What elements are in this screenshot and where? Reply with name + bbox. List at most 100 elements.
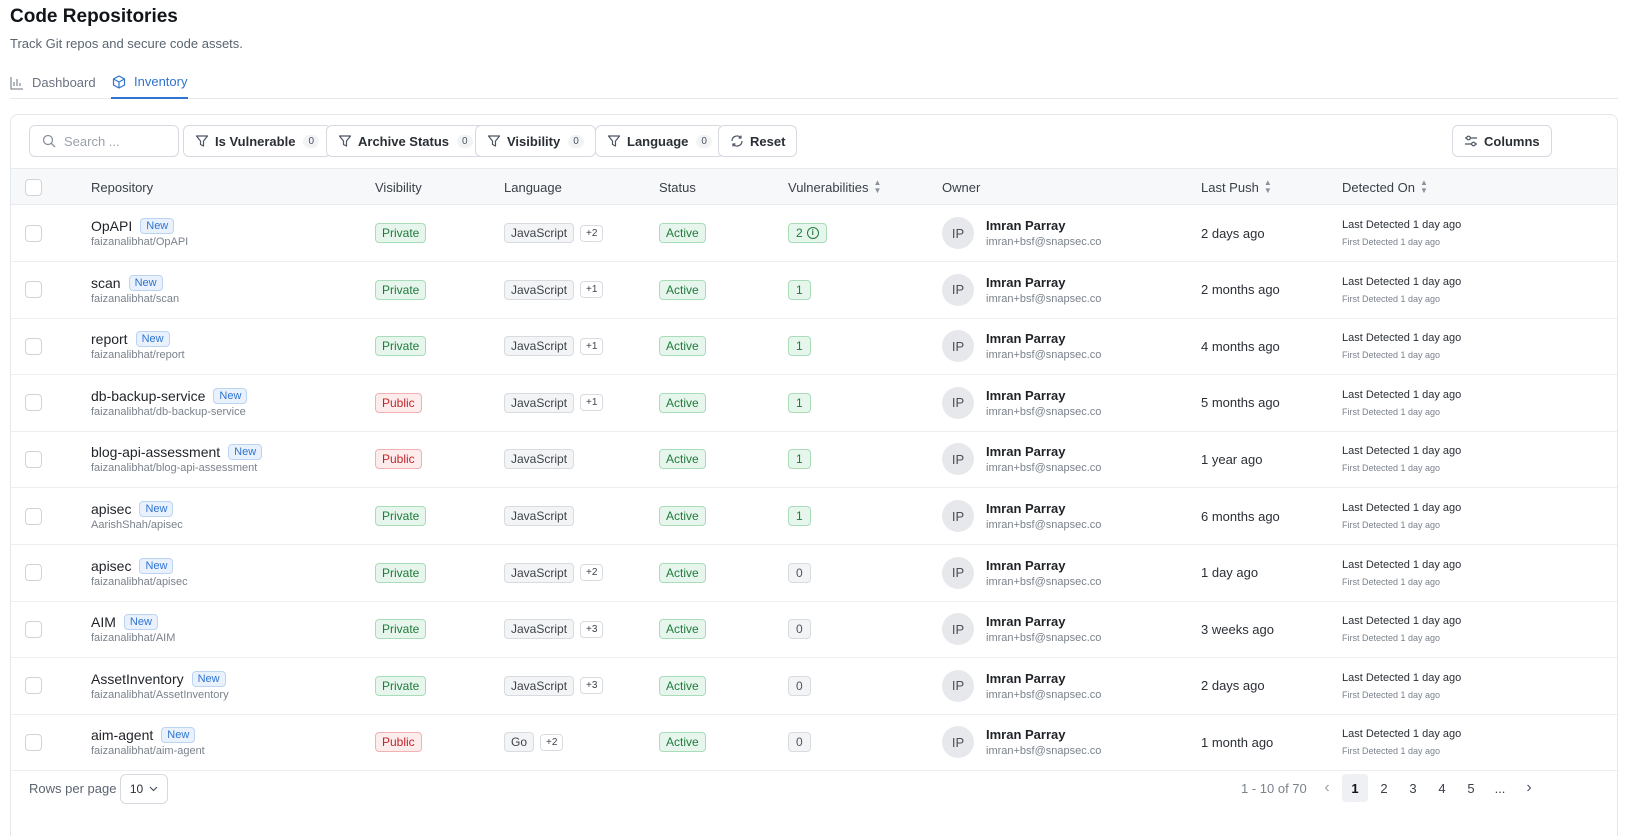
first-detected: First Detected 1 day ago [1342, 406, 1441, 417]
avatar: IP [942, 669, 974, 702]
visibility-cell: Private [375, 488, 427, 544]
table-row[interactable]: report New faizanalibhat/report Private Java… [11, 318, 1617, 376]
header-detected-on[interactable]: Detected On ▲ ▼ [1342, 169, 1428, 205]
language-more-tag[interactable]: +2 [580, 224, 604, 242]
language-more-tag[interactable]: +1 [580, 281, 604, 299]
page-ellipsis-text: ... [1494, 780, 1506, 796]
row-checkbox-cell [25, 488, 42, 544]
next-page-button[interactable]: › [1518, 774, 1540, 802]
row-checkbox[interactable] [25, 620, 42, 638]
repo-name[interactable]: scan [91, 274, 121, 291]
language-more-tag[interactable]: +2 [580, 564, 604, 582]
last-push-cell: 4 months ago [1201, 318, 1280, 374]
vulnerability-count-badge[interactable]: 1 [788, 392, 811, 413]
visibility-badge: Public [375, 392, 422, 413]
vulnerability-count-badge[interactable]: 1 [788, 506, 811, 526]
language-more-tag[interactable]: +2 [540, 733, 564, 751]
vulnerability-count-badge[interactable]: 0 [788, 732, 811, 753]
detected-on-cell: Last Detected 1 day ago First Detected 1 … [1342, 488, 1461, 544]
row-checkbox[interactable] [25, 733, 42, 751]
first-detected: First Detected 1 day ago [1342, 520, 1441, 530]
repo-name[interactable]: report [91, 331, 128, 348]
detected-on-cell: Last Detected 1 day ago First Detected 1 … [1342, 375, 1461, 431]
language-tag: JavaScript [504, 223, 575, 243]
table-row[interactable]: AIM New faizanalibhat/AIM Private JavaScript… [11, 601, 1617, 659]
tab-inventory[interactable]: Inventory [111, 66, 189, 99]
table-row[interactable]: apisec New AarishShah/apisec Private JavaScr… [11, 488, 1617, 545]
filter-language-button[interactable]: Language 0 [595, 125, 724, 157]
search-input[interactable] [64, 133, 164, 149]
row-checkbox[interactable] [25, 337, 42, 355]
repo-name[interactable]: apisec [91, 501, 132, 517]
table-row[interactable]: AssetInventory New faizanalibhat/AssetInve… [11, 658, 1617, 715]
row-checkbox[interactable] [25, 450, 42, 468]
owner-email: imran+bsf@snapsec.co [986, 405, 1102, 418]
vulnerability-count-badge[interactable]: 1 [788, 449, 811, 470]
row-checkbox[interactable] [25, 281, 42, 299]
table-row[interactable]: aim-agent New faizanalibhat/aim-agent Publi… [11, 714, 1617, 772]
select-all-checkbox-cell [25, 169, 42, 205]
filter-visibility-button[interactable]: Visibility 0 [475, 125, 596, 157]
row-checkbox[interactable] [25, 394, 42, 412]
reset-button[interactable]: Reset [718, 125, 798, 157]
row-checkbox-cell [25, 318, 42, 374]
row-checkbox[interactable] [25, 507, 42, 525]
prev-page-button[interactable]: ‹ [1317, 774, 1337, 802]
search-box[interactable] [29, 125, 179, 157]
header-last-push[interactable]: Last Push ▲ ▼ [1201, 169, 1272, 205]
language-more-tag[interactable]: +1 [580, 394, 604, 412]
status-cell: Active [659, 714, 706, 770]
table-row[interactable]: scan New faizanalibhat/scan Private JavaScri… [11, 262, 1617, 319]
page-button-4[interactable]: 4 [1429, 774, 1455, 802]
sort-icon: ▲ ▼ [1263, 178, 1272, 195]
vulnerability-count: 1 [796, 282, 803, 297]
vulnerability-count-badge[interactable]: 0 [788, 675, 811, 696]
last-detected: Last Detected 1 day ago [1342, 558, 1462, 571]
vulnerability-count-badge[interactable]: 1 [788, 336, 811, 357]
columns-button[interactable]: Columns [1452, 125, 1552, 157]
page-button-2[interactable]: 2 [1371, 774, 1397, 802]
filter-is-vulnerable-button[interactable]: Is Vulnerable 0 [183, 125, 331, 157]
status-cell: Active [659, 488, 706, 544]
last-push-cell: 5 months ago [1201, 375, 1280, 431]
last-push-cell: 2 months ago [1201, 262, 1280, 318]
repo-name[interactable]: db-backup-service [91, 387, 206, 404]
page-button-5[interactable]: 5 [1458, 774, 1484, 802]
table-row[interactable]: apisec New faizanalibhat/apisec Private Java… [11, 545, 1617, 602]
repo-name[interactable]: AssetInventory [91, 670, 184, 687]
page-button-1[interactable]: 1 [1342, 774, 1368, 802]
table-row[interactable]: blog-api-assessment New faizanalibhat/blog… [11, 431, 1617, 489]
select-all-checkbox[interactable] [25, 178, 42, 196]
table-row[interactable]: OpAPI New faizanalibhat/OpAPI Private JavaSc… [11, 205, 1617, 262]
header-vulnerabilities[interactable]: Vulnerabilities ▲ ▼ [788, 169, 881, 205]
vulnerability-count-badge[interactable]: 1 [788, 279, 811, 300]
language-more-tag[interactable]: +1 [580, 337, 604, 355]
repo-name[interactable]: AIM [91, 614, 116, 631]
tab-dashboard[interactable]: Dashboard [10, 66, 96, 99]
filter-archive-status-button[interactable]: Archive Status 0 [326, 125, 485, 157]
new-badge: New [213, 387, 248, 404]
vulnerability-count-badge[interactable]: 0 [788, 562, 811, 583]
detected-on-cell: Last Detected 1 day ago First Detected 1 … [1342, 545, 1461, 601]
repo-name[interactable]: aim-agent [91, 727, 154, 744]
row-checkbox[interactable] [25, 224, 42, 242]
language-cell: JavaScript [504, 488, 575, 544]
repo-path: AarishShah/apisec [91, 519, 183, 531]
repo-name[interactable]: blog-api-assessment [91, 444, 221, 461]
owner-email: imran+bsf@snapsec.co [986, 519, 1102, 531]
vulnerability-count-badge[interactable]: 0 [788, 619, 811, 640]
repo-name[interactable]: OpAPI [91, 218, 133, 234]
language-more-tag[interactable]: +3 [580, 677, 604, 695]
vulnerabilities-cell: 1 [788, 318, 811, 374]
visibility-badge: Private [375, 675, 427, 696]
repo-name[interactable]: apisec [91, 557, 132, 574]
table-row[interactable]: db-backup-service New faizanalibhat/db-bac… [11, 375, 1617, 432]
rows-per-page-select[interactable]: 10 [120, 774, 168, 804]
row-checkbox[interactable] [25, 564, 42, 582]
page-button-3[interactable]: 3 [1400, 774, 1426, 802]
last-push: 2 days ago [1201, 225, 1265, 241]
language-more-tag[interactable]: +3 [580, 620, 604, 638]
owner-name: Imran Parray [986, 218, 1066, 233]
row-checkbox[interactable] [25, 677, 42, 695]
